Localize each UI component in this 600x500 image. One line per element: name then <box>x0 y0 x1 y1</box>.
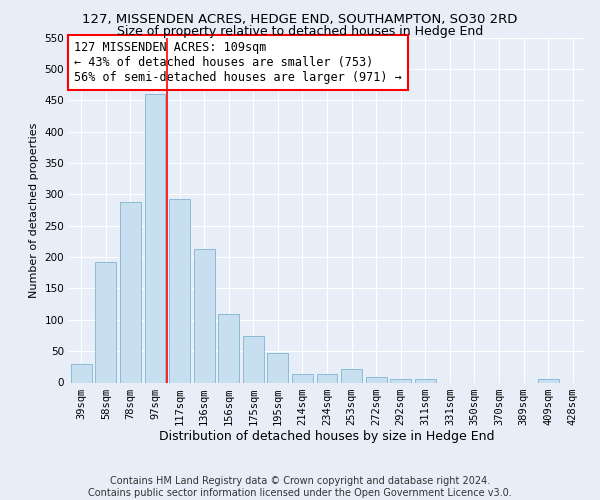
Bar <box>145 94 166 382</box>
X-axis label: Distribution of detached houses by size in Hedge End: Distribution of detached houses by size … <box>159 430 495 444</box>
Bar <box>317 374 337 382</box>
Bar <box>538 380 559 382</box>
Y-axis label: Number of detached properties: Number of detached properties <box>29 122 39 298</box>
Bar <box>390 378 411 382</box>
Text: Size of property relative to detached houses in Hedge End: Size of property relative to detached ho… <box>117 25 483 38</box>
Bar <box>292 374 313 382</box>
Bar <box>71 364 92 382</box>
Bar <box>194 249 215 382</box>
Bar <box>415 380 436 382</box>
Bar <box>169 198 190 382</box>
Text: Contains HM Land Registry data © Crown copyright and database right 2024.
Contai: Contains HM Land Registry data © Crown c… <box>88 476 512 498</box>
Bar <box>243 336 264 382</box>
Bar <box>268 353 289 382</box>
Text: 127 MISSENDEN ACRES: 109sqm
← 43% of detached houses are smaller (753)
56% of se: 127 MISSENDEN ACRES: 109sqm ← 43% of det… <box>74 41 402 84</box>
Bar <box>365 378 386 382</box>
Text: 127, MISSENDEN ACRES, HEDGE END, SOUTHAMPTON, SO30 2RD: 127, MISSENDEN ACRES, HEDGE END, SOUTHAM… <box>82 12 518 26</box>
Bar <box>95 262 116 382</box>
Bar <box>341 370 362 382</box>
Bar <box>218 314 239 382</box>
Bar <box>120 202 141 382</box>
